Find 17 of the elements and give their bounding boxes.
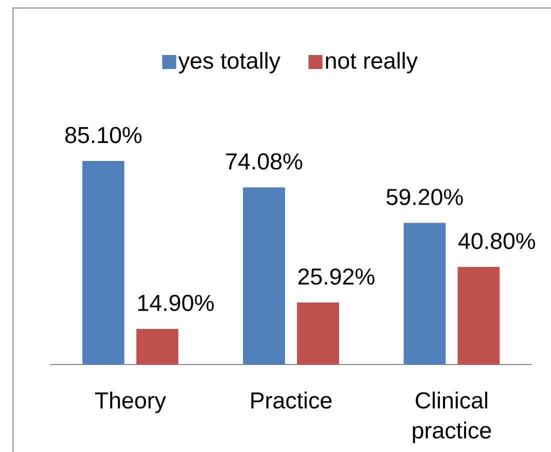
bar: [243, 187, 286, 364]
x-tick-label: Theory: [95, 392, 166, 414]
data-label: 85.10%: [65, 126, 142, 144]
legend-label: not really: [326, 52, 418, 74]
data-label: 14.90%: [138, 294, 214, 312]
data-label: 74.08%: [226, 153, 302, 170]
x-tick-label: Practice: [251, 392, 332, 409]
data-label: 40.80%: [458, 232, 536, 250]
bar: [136, 328, 178, 364]
bar: [404, 222, 446, 364]
bar: [82, 160, 124, 364]
x-tick-label: Clinical practice: [412, 392, 491, 444]
legend-label: yes totally: [178, 52, 280, 74]
bar: [297, 302, 340, 364]
data-label: 59.20%: [386, 188, 463, 206]
data-label: 25.92%: [298, 268, 374, 285]
bar: [458, 266, 500, 364]
